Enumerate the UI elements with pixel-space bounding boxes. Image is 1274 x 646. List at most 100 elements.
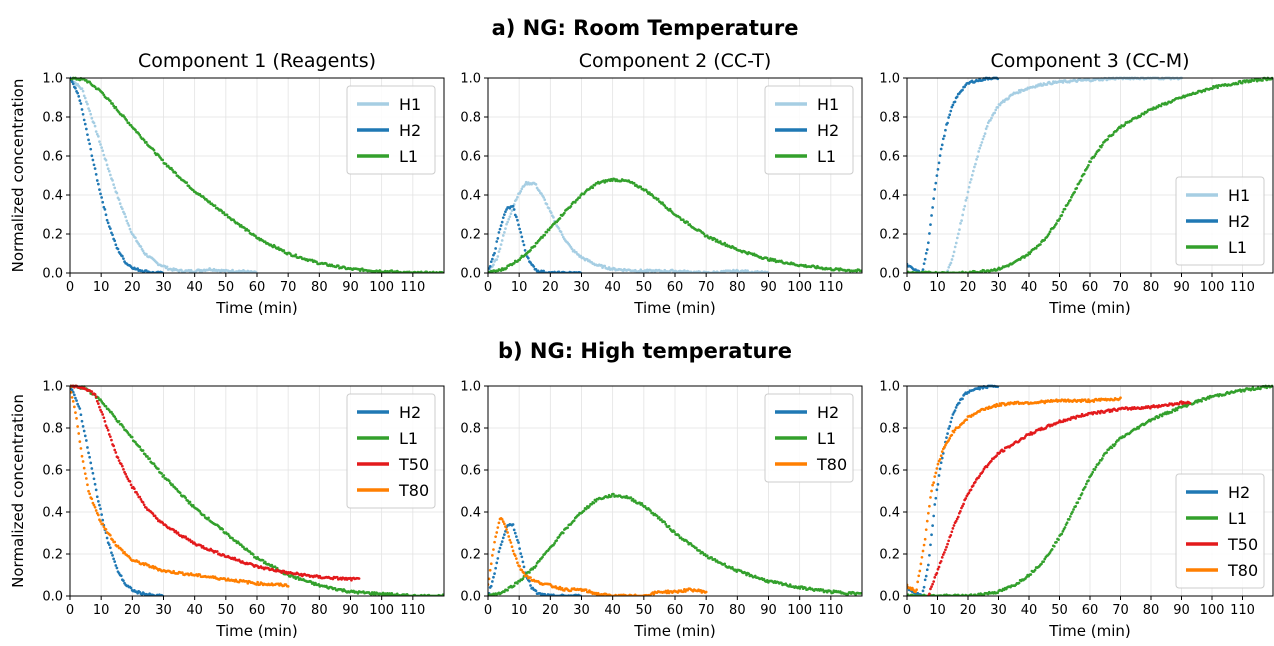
x-tick-label: 90 bbox=[1173, 603, 1190, 618]
data-point-T50 bbox=[952, 524, 956, 527]
x-tick-label: 100 bbox=[1200, 280, 1225, 295]
data-point-T50 bbox=[145, 506, 148, 510]
data-point-T50 bbox=[985, 465, 989, 469]
data-point-L1 bbox=[1157, 415, 1161, 419]
data-point-L1 bbox=[569, 205, 573, 208]
x-tick-label: 70 bbox=[1112, 280, 1129, 295]
data-point-T50 bbox=[114, 451, 118, 454]
data-point-T80 bbox=[916, 580, 920, 584]
x-tick-label: 10 bbox=[93, 603, 110, 618]
y-tick-label: 0.0 bbox=[42, 267, 63, 282]
x-tick-label: 30 bbox=[155, 280, 172, 295]
data-point-H2 bbox=[928, 553, 931, 557]
data-point-L1 bbox=[723, 562, 727, 566]
data-point-T50 bbox=[101, 413, 105, 416]
data-point-L1 bbox=[664, 522, 668, 526]
data-point-T80 bbox=[928, 504, 931, 508]
data-point-T50 bbox=[350, 578, 353, 582]
x-tick-label: 60 bbox=[249, 280, 266, 295]
data-point-H2 bbox=[95, 495, 99, 499]
data-point-T50 bbox=[103, 420, 107, 423]
data-point-T50 bbox=[995, 454, 999, 457]
data-point-T80 bbox=[151, 564, 155, 568]
x-tick-label: 80 bbox=[311, 280, 328, 295]
data-point-H2 bbox=[930, 214, 933, 217]
data-point-T80 bbox=[952, 430, 956, 434]
data-point-T50 bbox=[943, 551, 946, 554]
data-point-L1 bbox=[1093, 468, 1097, 471]
data-point-H1 bbox=[86, 102, 89, 106]
data-point-H1 bbox=[1018, 90, 1022, 94]
data-point-H1 bbox=[983, 132, 987, 135]
data-point-L1 bbox=[747, 572, 751, 576]
data-point-T50 bbox=[1188, 401, 1192, 405]
data-point-H1 bbox=[165, 265, 169, 269]
data-point-L1 bbox=[719, 240, 722, 243]
data-point-T80 bbox=[914, 590, 917, 594]
data-point-H1 bbox=[980, 141, 984, 144]
data-point-H2 bbox=[104, 213, 108, 217]
data-point-T50 bbox=[174, 529, 178, 533]
data-point-T80 bbox=[999, 404, 1003, 407]
data-point-H2 bbox=[111, 554, 114, 557]
x-tick-label: 40 bbox=[604, 280, 621, 295]
data-point-L1 bbox=[178, 491, 182, 495]
data-point-L1 bbox=[213, 204, 217, 207]
data-point-H2 bbox=[92, 477, 96, 481]
data-point-H1 bbox=[97, 135, 100, 138]
data-point-L1 bbox=[541, 555, 544, 559]
x-tick-label: 10 bbox=[511, 280, 528, 295]
data-point-T50 bbox=[936, 567, 940, 571]
series-H2 bbox=[488, 204, 583, 273]
data-point-H2 bbox=[925, 248, 929, 252]
y-tick-label: 0.4 bbox=[460, 189, 481, 204]
data-point-L1 bbox=[1094, 152, 1098, 156]
data-point-H2 bbox=[102, 205, 106, 209]
data-point-L1 bbox=[1093, 154, 1097, 158]
data-point-H2 bbox=[950, 105, 954, 109]
data-point-H1 bbox=[109, 173, 112, 177]
data-point-T80 bbox=[965, 418, 969, 422]
x-tick-label: 0 bbox=[903, 280, 911, 295]
data-point-L1 bbox=[174, 171, 178, 175]
data-point-H1 bbox=[128, 227, 132, 231]
data-point-T50 bbox=[1074, 417, 1078, 420]
data-point-T80 bbox=[111, 538, 114, 542]
data-point-H1 bbox=[89, 112, 93, 116]
data-point-H2 bbox=[944, 128, 947, 132]
data-point-L1 bbox=[1137, 427, 1140, 430]
data-point-H2 bbox=[74, 396, 77, 400]
data-point-H2 bbox=[114, 564, 118, 567]
data-point-T80 bbox=[1087, 398, 1090, 401]
data-point-H2 bbox=[513, 531, 517, 535]
data-point-L1 bbox=[1052, 544, 1056, 548]
data-point-H1 bbox=[979, 144, 983, 147]
data-point-L1 bbox=[1039, 243, 1042, 246]
data-point-T80 bbox=[917, 574, 921, 578]
x-tick-label: 10 bbox=[929, 280, 946, 295]
data-point-H2 bbox=[500, 220, 504, 224]
data-point-L1 bbox=[660, 518, 663, 521]
data-point-L1 bbox=[1101, 143, 1104, 147]
x-tick-label: 60 bbox=[667, 603, 684, 618]
data-point-H1 bbox=[985, 124, 989, 128]
data-point-T50 bbox=[190, 540, 194, 543]
data-point-T50 bbox=[945, 545, 948, 549]
data-point-T50 bbox=[971, 484, 975, 487]
data-point-H2 bbox=[512, 208, 516, 211]
data-point-L1 bbox=[656, 197, 660, 201]
y-tick-label: 0.6 bbox=[42, 150, 63, 165]
data-point-L1 bbox=[1034, 246, 1038, 250]
data-point-T80 bbox=[681, 590, 685, 594]
data-point-H2 bbox=[499, 224, 503, 227]
data-point-L1 bbox=[1159, 104, 1163, 108]
x-tick-label: 30 bbox=[573, 603, 590, 618]
data-point-L1 bbox=[541, 236, 544, 239]
data-point-H2 bbox=[82, 118, 86, 122]
data-point-L1 bbox=[222, 211, 226, 214]
data-point-L1 bbox=[555, 539, 559, 542]
data-point-L1 bbox=[171, 483, 174, 486]
data-point-H2 bbox=[115, 566, 119, 570]
data-point-L1 bbox=[533, 244, 537, 248]
